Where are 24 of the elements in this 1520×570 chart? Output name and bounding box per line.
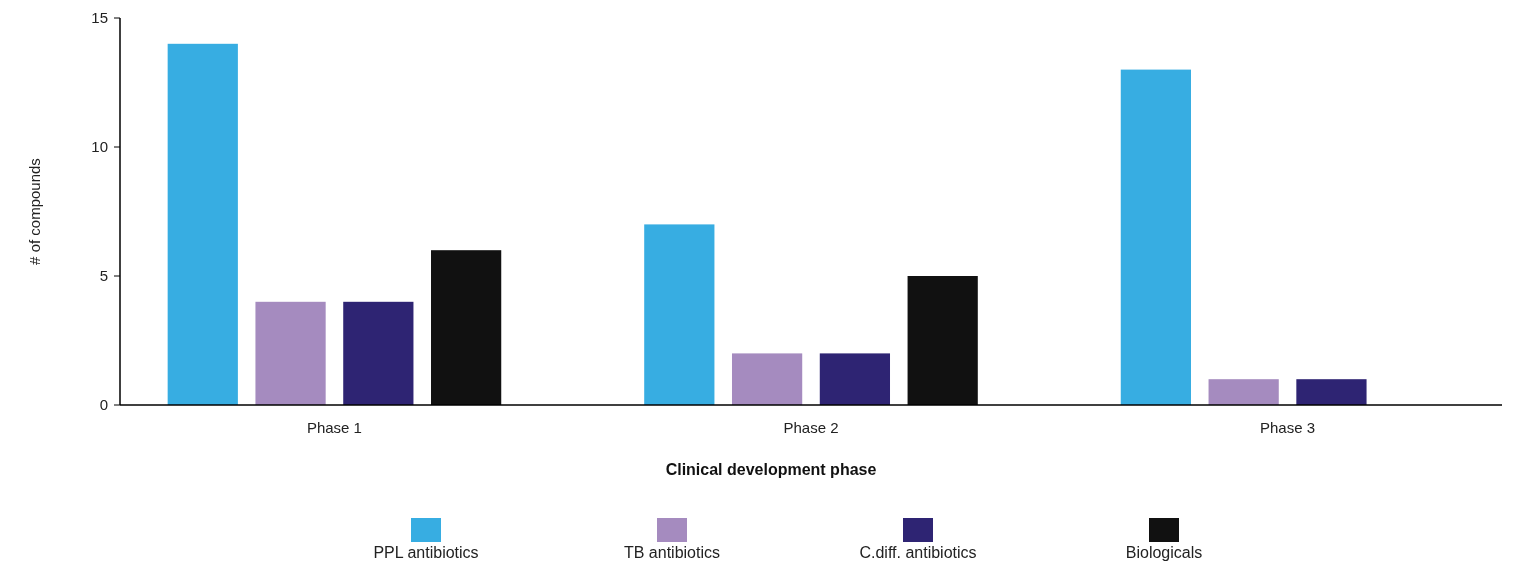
legend-label: C.diff. antibiotics (859, 543, 977, 561)
y-tick-label: 0 (99, 396, 108, 414)
legend-label: TB antibiotics (623, 543, 721, 561)
bar (167, 43, 238, 405)
y-tick-label: 10 (91, 138, 108, 156)
y-tick-label: 5 (99, 267, 108, 285)
bar (255, 301, 326, 405)
bar (819, 353, 891, 405)
bar (343, 301, 414, 405)
y-axis-title: # of compounds (26, 158, 43, 265)
bar (731, 353, 803, 405)
legend-label: Biologicals (1125, 543, 1203, 561)
bar (907, 276, 978, 405)
bar (431, 250, 502, 405)
bar (644, 224, 715, 405)
y-tick-label: 15 (91, 9, 108, 27)
bar (1120, 69, 1191, 405)
bar (1208, 379, 1279, 405)
x-tick-label: Phase 2 (783, 419, 839, 436)
x-axis-title: Clinical development phase (665, 461, 877, 478)
legend-label: PPL antibiotics (373, 543, 479, 561)
bar (1296, 379, 1367, 405)
x-tick-label: Phase 3 (1260, 419, 1316, 436)
x-tick-label: Phase 1 (306, 419, 362, 436)
